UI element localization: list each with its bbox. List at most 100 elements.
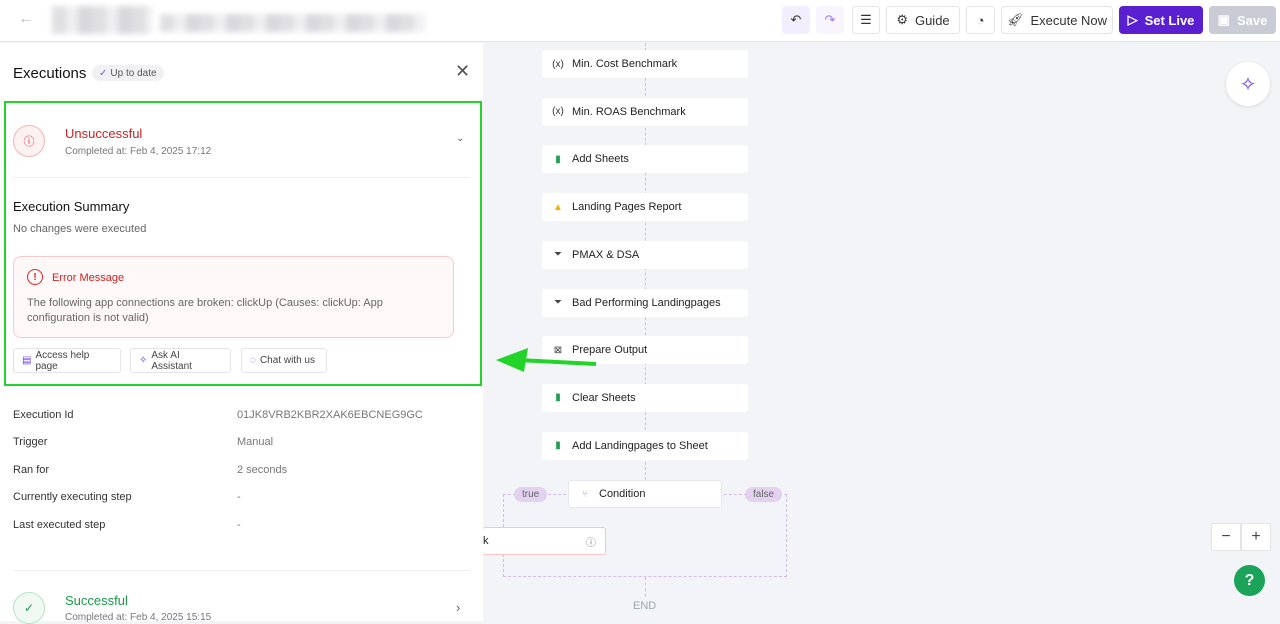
redo-button[interactable]: ↷: [816, 6, 844, 34]
detail-label: Last executed step: [13, 519, 106, 531]
workflow-node[interactable]: ⊠ Prepare Output: [542, 336, 748, 365]
workflow-node[interactable]: (x) Min. ROAS Benchmark: [542, 97, 748, 126]
chat-button[interactable]: ◌ Chat with us: [241, 348, 327, 373]
list-button[interactable]: ☰: [852, 6, 880, 34]
divider: [13, 570, 470, 571]
detail-value: 2 seconds: [237, 464, 288, 476]
summary-title: Execution Summary: [13, 199, 130, 214]
detail-label: Trigger: [13, 436, 48, 448]
summary-text: No changes were executed: [13, 223, 147, 235]
true-pill: true: [514, 487, 548, 502]
workflow-node[interactable]: ⏷ PMAX & DSA: [542, 240, 748, 269]
chat-icon: ◌: [250, 355, 256, 366]
node-label: Min. Cost Benchmark: [572, 58, 678, 70]
workflow-node[interactable]: ⏷ Bad Performing Landingpages: [542, 288, 748, 317]
branch-icon: ⑂: [582, 488, 588, 500]
highlight-box: [4, 101, 482, 386]
undo-button[interactable]: ↶: [782, 6, 810, 34]
button-label: Chat with us: [259, 355, 315, 366]
sparkle-icon: ✧: [1239, 73, 1257, 96]
zoom-out-button[interactable]: −: [1211, 523, 1241, 551]
chevron-down-icon[interactable]: ⌄: [456, 133, 465, 144]
history-button[interactable]: ◔: [966, 6, 995, 34]
false-pill: false: [745, 487, 783, 502]
button-label: Access help page: [35, 349, 90, 372]
close-icon[interactable]: ✕: [455, 61, 471, 81]
(x)-icon: (x): [552, 58, 564, 70]
ask-ai-button[interactable]: ✧ Ask AI Assistant: [130, 348, 231, 373]
sheets-icon: ▮: [555, 440, 561, 452]
workflow-node[interactable]: ▮ Add Landingpages to Sheet: [542, 431, 748, 460]
status-badge: ✓ Up to date: [92, 65, 164, 81]
alert-icon: !: [27, 269, 43, 285]
node-label: Bad Performing Landingpages: [572, 296, 721, 309]
access-help-button[interactable]: ▤ Access help page: [13, 348, 121, 373]
workflow-node[interactable]: ▲ Landing Pages Report: [542, 193, 748, 222]
workflow-node[interactable]: ▮ Add Sheets: [542, 145, 748, 174]
detail-value: 01JK8VRB2KBR2XAK6EBCNEG9GC: [237, 409, 423, 421]
button-label: Ask AI Assistant: [151, 349, 192, 372]
divider: [13, 177, 470, 178]
execute-now-label: Execute Now: [1030, 12, 1108, 28]
previous-completed-at: Completed at: Feb 4, 2025 15:15: [65, 612, 212, 623]
info-icon: ⓘ: [586, 537, 596, 549]
node-label: Add Sheets: [572, 153, 629, 166]
sparkle-icon: ✧: [139, 355, 148, 366]
branch-node[interactable]: k ⓘ: [483, 527, 606, 555]
panel-title: Executions: [13, 65, 87, 82]
workflow-node[interactable]: (x) Min. Cost Benchmark: [542, 50, 748, 78]
guide-label: Guide: [914, 12, 950, 28]
list-icon: ☰: [860, 12, 872, 27]
ai-sparkle-button[interactable]: ✧: [1226, 62, 1270, 106]
chevron-right-icon[interactable]: ›: [456, 600, 461, 615]
blurred-title: [52, 6, 152, 34]
completed-at: Completed at: Feb 4, 2025 17:12: [65, 146, 212, 157]
(x)-icon: (x): [552, 106, 564, 118]
badge-label: Up to date: [110, 67, 157, 79]
detail-value: -: [237, 491, 241, 503]
end-label: END: [633, 600, 657, 612]
filter-icon: ⏷: [554, 249, 562, 261]
condition-node[interactable]: ⑂ Condition: [568, 480, 722, 508]
executions-panel: Executions ✓ Up to date ✕ ⓘ Unsuccessful …: [0, 43, 483, 624]
code-icon: ⊠: [553, 344, 563, 356]
set-live-button[interactable]: ▷ Set Live: [1119, 6, 1203, 34]
connector: [645, 577, 646, 597]
detail-label: Execution Id: [13, 409, 74, 421]
filter-icon: ⏷: [554, 297, 562, 308]
previous-status[interactable]: Successful: [65, 593, 128, 608]
document-icon: ▤: [22, 355, 32, 366]
node-label: Condition: [599, 488, 646, 500]
node-label: Prepare Output: [572, 344, 648, 357]
detail-value: Manual: [237, 436, 274, 448]
node-label: k: [483, 535, 489, 547]
node-label: Landing Pages Report: [572, 201, 682, 214]
help-button[interactable]: ?: [1234, 565, 1265, 596]
history-icon: ◔: [976, 12, 985, 28]
sheets-icon: ▮: [555, 392, 561, 404]
back-arrow-icon[interactable]: ←: [18, 10, 34, 27]
google-ads-icon: ▲: [553, 201, 563, 213]
save-button[interactable]: ▣ Save: [1209, 6, 1276, 34]
error-message-box: ! Error Message The following app connec…: [13, 256, 454, 338]
node-label: Add Landingpages to Sheet: [572, 439, 708, 452]
workflow-node[interactable]: ▮ Clear Sheets: [542, 383, 748, 412]
node-label: Min. ROAS Benchmark: [572, 105, 686, 118]
rocket-icon: 🚀︎: [1006, 12, 1024, 27]
green-arrow: [496, 348, 597, 372]
save-icon: ▣: [1217, 12, 1230, 27]
top-bar: ← ↶ ↷ ☰ ⚙ Guide ◔ 🚀︎ Execute Now ▷ Set Live…: [0, 0, 1280, 42]
detail-label: Ran for: [13, 464, 50, 476]
detail-label: Currently executing step: [13, 491, 132, 503]
error-title: Error Message: [52, 272, 125, 284]
node-label: PMAX & DSA: [572, 248, 640, 261]
gear-icon: ⚙: [896, 12, 908, 27]
execute-now-button[interactable]: 🚀︎ Execute Now: [1001, 6, 1113, 34]
check-circle-icon: ✓: [99, 67, 108, 79]
execution-status[interactable]: Unsuccessful: [65, 126, 143, 141]
guide-button[interactable]: ⚙ Guide: [886, 6, 960, 34]
detail-value: -: [237, 519, 241, 531]
save-label: Save: [1236, 12, 1268, 28]
zoom-in-button[interactable]: +: [1241, 523, 1271, 551]
play-icon: ▷: [1127, 12, 1138, 27]
